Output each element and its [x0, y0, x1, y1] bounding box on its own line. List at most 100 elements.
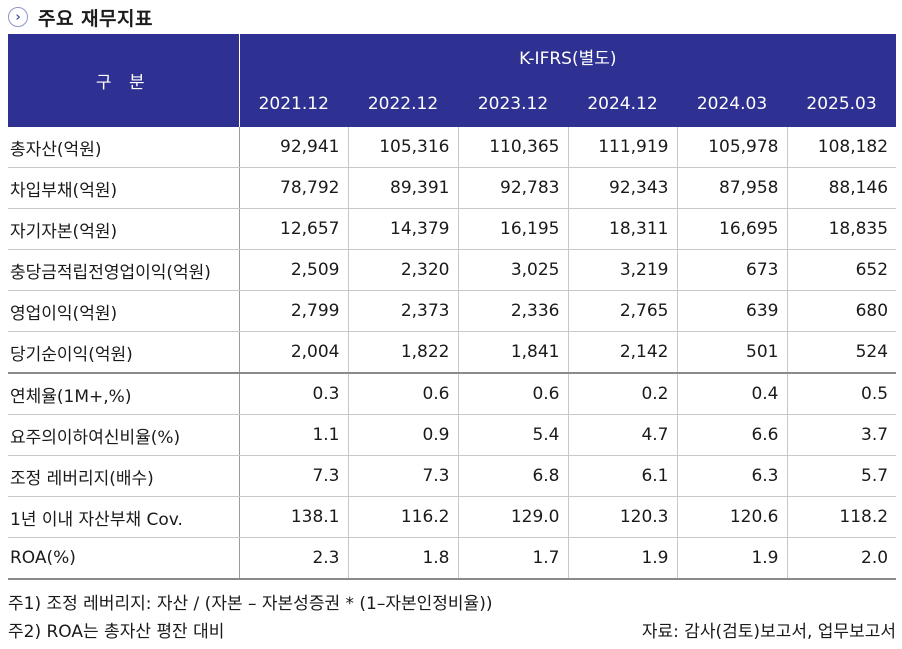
table-cell: 87,958 [677, 167, 788, 209]
table-cell: 16,195 [458, 208, 569, 250]
row-label: 총자산(억원) [8, 127, 240, 168]
table-cell: 2.0 [787, 537, 897, 580]
row-label: 영업이익(억원) [8, 290, 240, 332]
table-cell: 2,509 [239, 249, 349, 291]
table-row: 1년 이내 자산부채 Cov. 138.1 116.2 129.0 120.3 120.6… [8, 496, 897, 538]
table-cell: 652 [787, 249, 897, 291]
table-cell: 2,799 [239, 290, 349, 332]
table-cell: 0.6 [348, 373, 459, 415]
table-cell: 1.9 [677, 537, 788, 580]
table-cell: 5.4 [458, 414, 569, 456]
table-cell: 5.7 [787, 455, 897, 497]
source-note: 자료: 감사(검토)보고서, 업무보고서 [641, 622, 896, 642]
column-header-row: 2021.12 2022.12 2023.12 2024.12 2024.03 2025.… [8, 79, 897, 127]
table-cell: 6.1 [568, 455, 678, 497]
table-cell: 18,311 [568, 208, 678, 250]
table-row: 총자산(억원) 92,941 105,316 110,365 111,919 105,97… [8, 127, 897, 168]
table-cell: 524 [787, 331, 897, 374]
table-cell: 7.3 [239, 455, 349, 497]
table-row: 요주의이하여신비율(%) 1.1 0.9 5.4 4.7 6.6 3.7 [8, 414, 897, 456]
table-cell: 2,765 [568, 290, 678, 332]
column-header: 2021.12 [239, 79, 348, 127]
table-cell: 0.6 [458, 373, 569, 415]
table-cell: 111,919 [568, 127, 678, 168]
table-cell: 6.8 [458, 455, 569, 497]
column-header: 2025.03 [787, 79, 897, 127]
table-cell: 2,373 [348, 290, 459, 332]
table-row: 차입부채(억원) 78,792 89,391 92,783 92,343 87,958 88… [8, 167, 897, 209]
table-cell: 18,835 [787, 208, 897, 250]
table-row: 충당금적립전영업이익(억원) 2,509 2,320 3,025 3,219 673 652 [8, 249, 897, 291]
table-cell: 639 [677, 290, 788, 332]
row-label: 당기순이익(억원) [8, 331, 240, 374]
footnotes: 주1) 조정 레버리지: 자산 / (자본 – 자본성증권 * (1–자본인정비… [8, 590, 896, 646]
row-label: 연체율(1M+,%) [8, 373, 240, 415]
table-cell: 108,182 [787, 127, 897, 168]
financial-indicators-table: 구 분 K-IFRS(별도) 2021.12 2022.12 2023.12 2024… [8, 34, 897, 580]
table-cell: 1.1 [239, 414, 349, 456]
column-header: 2024.12 [568, 79, 677, 127]
table-cell: 4.7 [568, 414, 678, 456]
row-header-label: 구 분 [8, 34, 240, 127]
table-cell: 92,941 [239, 127, 349, 168]
table-cell: 7.3 [348, 455, 459, 497]
table-cell: 120.3 [568, 496, 678, 538]
table-cell: 116.2 [348, 496, 459, 538]
table-row: 당기순이익(억원) 2,004 1,822 1,841 2,142 501 524 [8, 331, 897, 374]
table-cell: 1,822 [348, 331, 459, 374]
table-row: 자기자본(억원) 12,657 14,379 16,195 18,311 16,695 18… [8, 208, 897, 250]
column-header: 2024.03 [677, 79, 787, 127]
table-row: ROA(%) 2.3 1.8 1.7 1.9 1.9 2.0 [8, 537, 897, 580]
row-label: 요주의이하여신비율(%) [8, 414, 240, 456]
table-cell: 92,783 [458, 167, 569, 209]
row-label: 차입부채(억원) [8, 167, 240, 209]
table-cell: 501 [677, 331, 788, 374]
table-cell: 1.7 [458, 537, 569, 580]
table-cell: 1,841 [458, 331, 569, 374]
table-cell: 129.0 [458, 496, 569, 538]
column-header: 2023.12 [458, 79, 568, 127]
table-cell: 0.2 [568, 373, 678, 415]
table-cell: 0.9 [348, 414, 459, 456]
table-cell: 110,365 [458, 127, 569, 168]
table-row: 조정 레버리지(배수) 7.3 7.3 6.8 6.1 6.3 5.7 [8, 455, 897, 497]
table-cell: 12,657 [239, 208, 349, 250]
table-cell: 6.3 [677, 455, 788, 497]
row-label: 충당금적립전영업이익(억원) [8, 249, 240, 291]
table-cell: 92,343 [568, 167, 678, 209]
table-cell: 2,004 [239, 331, 349, 374]
table-cell: 680 [787, 290, 897, 332]
table-cell: 3,025 [458, 249, 569, 291]
row-label: 조정 레버리지(배수) [8, 455, 240, 497]
table-cell: 120.6 [677, 496, 788, 538]
table-cell: 89,391 [348, 167, 459, 209]
table-cell: 78,792 [239, 167, 349, 209]
table-cell: 2.3 [239, 537, 349, 580]
table-cell: 138.1 [239, 496, 349, 538]
table-cell: 6.6 [677, 414, 788, 456]
table-cell: 0.5 [787, 373, 897, 415]
group-header: K-IFRS(별도) [239, 34, 897, 80]
table-cell: 1.9 [568, 537, 678, 580]
table-row: 연체율(1M+,%) 0.3 0.6 0.6 0.2 0.4 0.5 [8, 373, 897, 415]
table-cell: 88,146 [787, 167, 897, 209]
row-label: 자기자본(억원) [8, 208, 240, 250]
table-cell: 1.8 [348, 537, 459, 580]
table-row: 영업이익(억원) 2,799 2,373 2,336 2,765 639 680 [8, 290, 897, 332]
table-body: 총자산(억원) 92,941 105,316 110,365 111,919 105,97… [8, 127, 897, 580]
table-cell: 2,142 [568, 331, 678, 374]
row-label: ROA(%) [8, 537, 240, 580]
table-cell: 2,320 [348, 249, 459, 291]
table-cell: 673 [677, 249, 788, 291]
table-cell: 0.3 [239, 373, 349, 415]
page-title: 주요 재무지표 [38, 7, 153, 30]
table-cell: 105,316 [348, 127, 459, 168]
table-cell: 0.4 [677, 373, 788, 415]
footnote-1: 주1) 조정 레버리지: 자산 / (자본 – 자본성증권 * (1–자본인정비… [8, 594, 493, 614]
table-cell: 3.7 [787, 414, 897, 456]
section-title: › 주요 재무지표 [8, 4, 153, 30]
table-cell: 2,336 [458, 290, 569, 332]
chevron-right-icon: › [8, 7, 28, 27]
footnote-2: 주2) ROA는 총자산 평잔 대비 [8, 622, 225, 642]
table-cell: 14,379 [348, 208, 459, 250]
